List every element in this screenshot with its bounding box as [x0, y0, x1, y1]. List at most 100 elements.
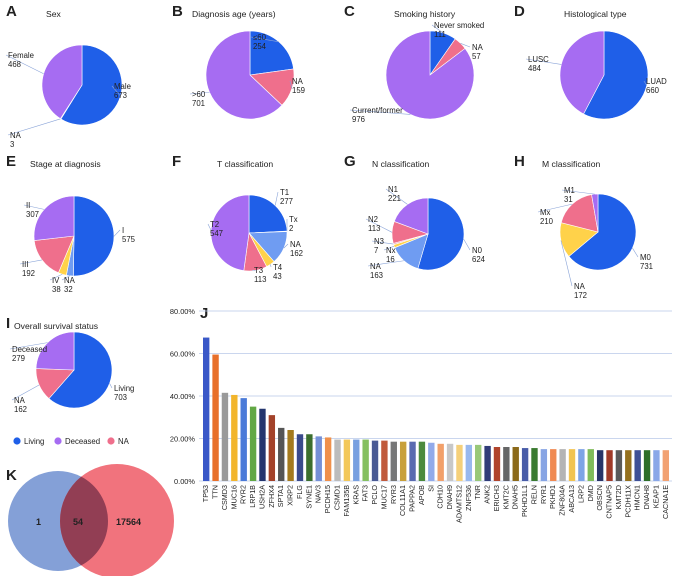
pie-value-deceased: 279	[12, 354, 25, 363]
y-tick-label: 80.00%	[170, 307, 195, 316]
bar-cdh10	[437, 443, 444, 481]
x-tick-label-lrp2: LRP2	[576, 485, 585, 503]
panel-letter-c: C	[344, 3, 355, 20]
pie-label-m0: M0	[640, 253, 651, 262]
y-tick-label: 0.00%	[174, 477, 195, 486]
bar-pclo	[371, 440, 379, 481]
x-tick-label-ush2a: USH2A	[257, 485, 266, 509]
pie-leader-60	[189, 92, 210, 95]
pie-slice-iii	[33, 235, 75, 274]
pie-value-iv: 38	[52, 285, 61, 294]
pie-leader-na	[61, 275, 70, 281]
pie-slice-current-former	[385, 30, 475, 120]
pie-label-na: NA	[574, 282, 586, 291]
bar-ryr2	[240, 398, 247, 481]
pie-label-na: NA	[370, 262, 382, 271]
pie-leader-na	[367, 260, 404, 267]
pie-title-n-class: N classification	[372, 159, 430, 169]
bar-col11a1	[399, 441, 407, 481]
x-tick-label-flg: FLG	[295, 485, 304, 499]
bar-apob	[418, 441, 426, 481]
mutation-bar-chart: 0.00%20.00%40.00%60.00%80.00%TP53 TTN CSMD…	[170, 307, 672, 523]
pie-value-m1: 31	[564, 195, 573, 204]
pie-slice-60	[249, 30, 294, 76]
pie-leader-ii	[23, 204, 45, 210]
bar-pcdh11x	[625, 450, 632, 481]
pie-label-na: NA	[14, 396, 26, 405]
x-tick-label-lrp1b: LRP1B	[248, 485, 257, 508]
venn-right-count: 17564	[116, 517, 141, 527]
pie-value-living: 703	[114, 393, 127, 402]
x-tick-label-erich3: ERICH3	[492, 485, 501, 511]
x-tick-label-adamts12: ADAMTS12	[454, 485, 463, 523]
pie-value-na: 3	[10, 140, 14, 149]
x-tick-label-fam135b: FAM135B	[342, 485, 351, 517]
panel-letter-k: K	[6, 467, 17, 484]
bar-lrp1b	[249, 406, 257, 481]
bar-cacna1e	[662, 450, 669, 481]
x-tick-label-fat3: FAT3	[361, 485, 370, 502]
pie-value-n2: 113	[368, 224, 380, 233]
bar-si	[428, 442, 435, 481]
panel-letter-g: G	[344, 153, 356, 170]
pie-leader-n1	[385, 188, 408, 205]
bar-syne1	[306, 434, 313, 481]
pie-label-na: NA	[472, 43, 484, 52]
pie-value-nx: 16	[386, 255, 395, 264]
x-tick-label-kras: KRAS	[351, 485, 360, 505]
pie-label-60: ≤60	[253, 33, 267, 42]
legend-label-na: NA	[118, 437, 130, 446]
pie-label-i: I	[122, 226, 124, 235]
x-tick-label-ttn: TTN	[211, 485, 220, 499]
bar-cntnap5	[606, 450, 613, 481]
x-tick-label-znf804a: ZNF804A	[558, 485, 567, 516]
pie-leader-male	[111, 85, 121, 97]
pie-slice-n0	[417, 197, 465, 271]
bar-obscn	[596, 450, 604, 481]
x-tick-label-cacna1e: CACNA1E	[661, 485, 670, 519]
pie-label-female: Female	[8, 51, 34, 60]
x-tick-label-muc17: MUC17	[379, 485, 388, 509]
bar-ank2	[484, 445, 491, 481]
pie-leader-na	[560, 240, 573, 287]
pie-leader-living	[109, 383, 113, 389]
bar-tnr	[475, 444, 482, 481]
bar-dnah9	[446, 443, 454, 481]
bar-ttn	[212, 354, 219, 481]
pie-value-iii: 192	[22, 269, 35, 278]
pie-leader-mx	[537, 203, 573, 213]
pie-label-m1: M1	[564, 186, 575, 195]
pie-leader-60	[250, 36, 279, 43]
x-tick-label-tnr: TNR	[473, 485, 482, 500]
bar-lrp2	[578, 449, 585, 481]
pie-value-lusc: 484	[528, 64, 542, 73]
bar-kmt2c	[503, 447, 510, 481]
x-tick-label-col11a1: COL11A1	[398, 485, 407, 516]
survival-legend: Living Deceased NA	[13, 437, 130, 446]
pie-value-na: 57	[472, 52, 481, 61]
pie-label-n3: N3	[374, 237, 384, 246]
panel-letter-e: E	[6, 153, 16, 170]
x-tick-label-reln: RELN	[529, 485, 538, 504]
pie-label-t3: T3	[254, 266, 263, 275]
pie-label-never-smoked: Never smoked	[434, 21, 484, 30]
bar-tp53	[203, 337, 210, 481]
x-tick-label-pkhd1l1: PKHD1L1	[520, 485, 529, 517]
pie-title-histology: Histological type	[564, 9, 627, 19]
bar-keap1	[653, 450, 660, 481]
x-tick-label-dmd: DMD	[586, 485, 595, 501]
pie-label-na: NA	[290, 240, 302, 249]
pie-label-luad: LUAD	[646, 77, 667, 86]
y-tick-label: 40.00%	[170, 392, 195, 401]
pie-label-n1: N1	[388, 185, 398, 194]
bar-dnah8	[643, 450, 651, 481]
x-tick-label-muc16: MUC16	[229, 485, 238, 509]
panel-letter-j: J	[200, 305, 208, 322]
venn-overlap-count: 54	[73, 517, 83, 527]
pie-leader-t2	[207, 223, 212, 231]
